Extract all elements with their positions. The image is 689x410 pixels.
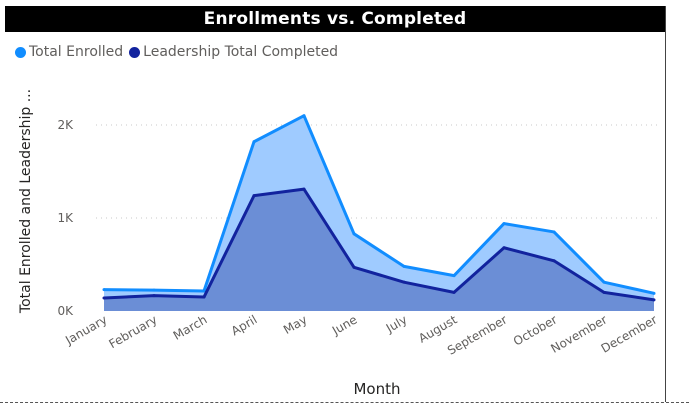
- legend-item-leadership-completed[interactable]: Leadership Total Completed: [129, 44, 338, 60]
- data-point: [302, 187, 306, 191]
- data-point: [402, 264, 406, 268]
- data-point: [552, 259, 556, 263]
- data-point: [402, 280, 406, 284]
- legend-marker-leadership-completed: [129, 46, 141, 58]
- x-tick-label: December: [599, 312, 660, 355]
- y-tick-label: 1K: [57, 211, 74, 225]
- data-point: [302, 114, 306, 118]
- data-point: [202, 289, 206, 293]
- data-point: [502, 222, 506, 226]
- chart-visual: Enrollments vs. Completed Total Enrolled…: [5, 6, 666, 402]
- data-point: [152, 288, 156, 292]
- series-line-leadership-completed: [103, 187, 655, 302]
- legend-label-total-enrolled: Total Enrolled: [29, 44, 124, 60]
- x-axis-title: Month: [353, 380, 400, 398]
- chart-title-bar: Enrollments vs. Completed: [5, 6, 665, 32]
- chart-legend: Total Enrolled Leadership Total Complete…: [15, 44, 344, 60]
- data-point: [252, 194, 256, 198]
- series-line-total-enrolled: [103, 114, 655, 295]
- y-tick-label: 2K: [57, 118, 74, 132]
- data-point: [202, 295, 206, 299]
- data-point: [502, 246, 506, 250]
- y-tick-label: 0K: [57, 304, 74, 318]
- data-point: [452, 290, 456, 294]
- data-point: [352, 232, 356, 236]
- y-axis-title: Total Enrolled and Leadership ...: [18, 89, 34, 314]
- legend-item-total-enrolled[interactable]: Total Enrolled: [15, 44, 123, 60]
- legend-marker-total-enrolled: [15, 46, 26, 58]
- data-point: [102, 296, 106, 300]
- data-point: [652, 298, 656, 302]
- area-fill-leadership-completed: [104, 189, 654, 311]
- data-point: [352, 265, 356, 269]
- data-point: [452, 274, 456, 278]
- x-tick-label: May: [281, 312, 309, 337]
- data-point: [252, 140, 256, 144]
- data-point: [152, 294, 156, 298]
- data-point: [652, 291, 656, 295]
- legend-label-leadership-completed: Leadership Total Completed: [143, 44, 339, 60]
- x-tick-label: July: [383, 312, 410, 335]
- x-tick-label: June: [329, 312, 360, 338]
- x-tick-label: March: [171, 312, 210, 342]
- data-point: [602, 280, 606, 284]
- chart-title: Enrollments vs. Completed: [203, 9, 467, 29]
- x-tick-label: April: [229, 312, 260, 338]
- data-point: [552, 230, 556, 234]
- x-tick-label: February: [106, 312, 159, 351]
- data-point: [102, 288, 106, 292]
- visual-bottom-border: [0, 402, 689, 403]
- data-point: [602, 290, 606, 294]
- x-tick-label: November: [548, 312, 609, 355]
